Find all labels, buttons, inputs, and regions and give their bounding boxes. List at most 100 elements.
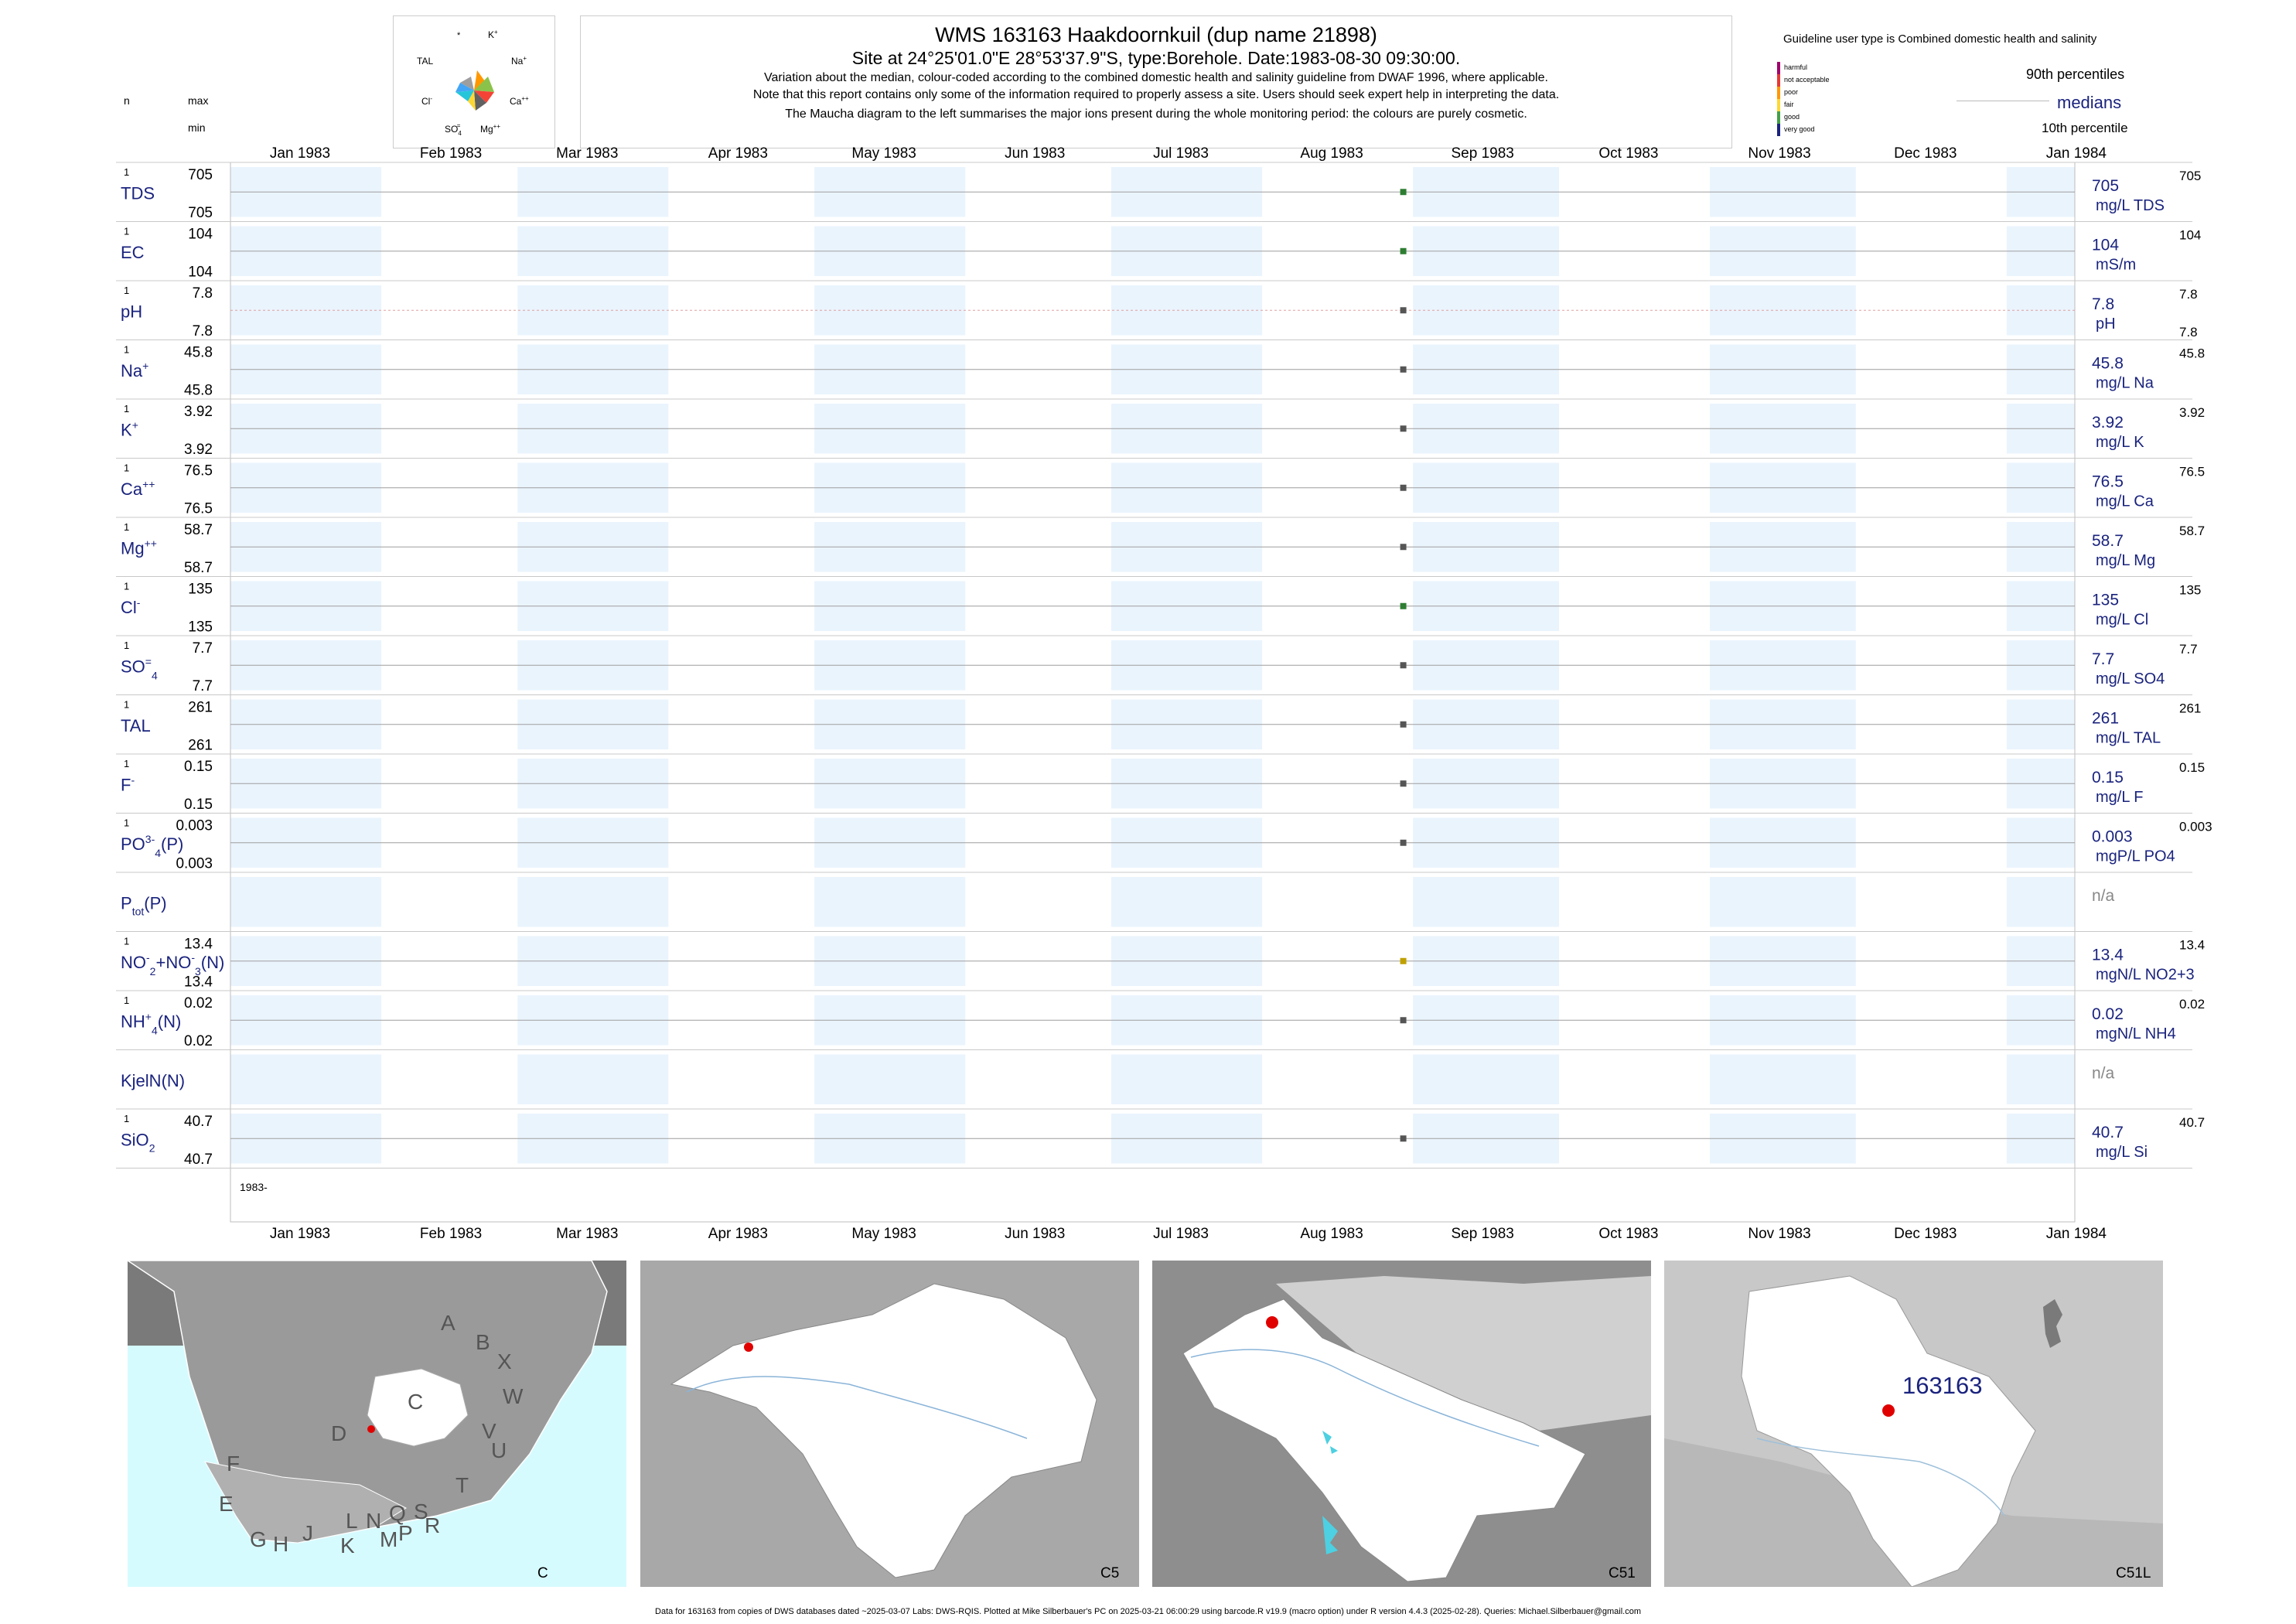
panel-mg-median-value: 58.7 — [2092, 532, 2124, 550]
panel-f-max: 0.15 — [184, 759, 213, 775]
panel-sio-unit: mg/L Si — [2096, 1144, 2148, 1161]
legend-medians: medians — [2057, 93, 2122, 112]
map-region-letter-k: K — [340, 1534, 355, 1557]
maucha-segment-mg — [474, 90, 486, 111]
month-label-top: Dec 1983 — [1894, 145, 1957, 162]
maucha-diagram-box: * K+ TAL Na+ Cl- Ca++ SO4= Mg++ — [393, 15, 555, 148]
panel-k-max: 3.92 — [184, 404, 213, 420]
panel-k-p90: 3.92 — [2179, 405, 2205, 420]
panel-kjelnn-label: KjelN(N) — [121, 1071, 185, 1090]
panel-so-min: 7.7 — [193, 678, 213, 694]
legend-label-harmful: harmful — [1784, 63, 1808, 71]
panel-ca-min: 76.5 — [184, 501, 213, 517]
column-header-min: min — [188, 121, 206, 134]
panel-ec-label: EC — [121, 243, 145, 262]
panel-f-n: 1 — [124, 758, 129, 769]
month-label-top: Jan 1983 — [270, 145, 330, 162]
map-c51: C51 — [1152, 1261, 1651, 1587]
maucha-segment-k — [474, 70, 485, 90]
panel-tds-n: 1 — [124, 166, 129, 178]
panel-tal-median-value: 261 — [2092, 710, 2119, 728]
note-maucha: The Maucha diagram to the left summarise… — [785, 107, 1527, 121]
water-quality-chart: Jan 1983 Jan 1983 Feb 1983 Feb 1983 Mar 1983… — [116, 145, 2212, 1242]
map-region-letter-w: W — [503, 1384, 524, 1408]
panel-po-median-value: 0.003 — [2092, 828, 2133, 846]
legend-label-poor: poor — [1784, 88, 1799, 96]
panel-cl-min: 135 — [188, 619, 213, 636]
panel-cl-n: 1 — [124, 581, 129, 592]
panel-po-min: 0.003 — [176, 856, 213, 872]
footer-credits: Data for 163163 from copies of DWS datab… — [655, 1607, 1641, 1616]
panel-tal-p90: 261 — [2179, 701, 2201, 716]
map-drainage-region-c — [367, 1368, 469, 1447]
map-site-marker — [744, 1343, 753, 1352]
panel-ph-min: 7.8 — [193, 323, 213, 339]
panel-sio-min: 40.7 — [184, 1151, 213, 1168]
legend-label-not-acceptable: not acceptable — [1784, 76, 1830, 84]
panel-f-median-value: 0.15 — [2092, 769, 2124, 786]
panel-k-label: K+ — [121, 418, 138, 439]
month-label-top: Apr 1983 — [708, 145, 768, 162]
panel-ec-n: 1 — [124, 226, 129, 237]
month-band — [1710, 285, 1856, 336]
month-band — [1413, 285, 1559, 336]
map-label-c5: C5 — [1100, 1565, 1119, 1581]
month-label-bottom: Feb 1983 — [420, 1226, 482, 1242]
panel-nh-unit: mgN/L NH4 — [2096, 1025, 2176, 1042]
month-band — [814, 877, 966, 927]
panel-nh-p90: 0.02 — [2179, 997, 2205, 1012]
legend-color-very-good — [1777, 124, 1780, 136]
map-site-marker — [1882, 1404, 1895, 1417]
panel-p-median-value: n/a — [2092, 887, 2115, 905]
panel-so-p90: 7.7 — [2179, 642, 2198, 657]
panel-k-unit: mg/L K — [2096, 434, 2144, 451]
legend-10th-percentile: 10th percentile — [2042, 121, 2128, 135]
month-label-top: Mar 1983 — [556, 145, 618, 162]
panel-f-sample-point — [1400, 780, 1407, 787]
month-band — [1413, 1054, 1559, 1104]
map-river — [686, 1376, 1028, 1439]
panel-no-sample-point — [1400, 957, 1407, 964]
month-label-top: Nov 1983 — [1748, 145, 1810, 162]
panel-mg-sample-point — [1400, 544, 1407, 551]
map-label-c: C — [537, 1565, 548, 1581]
panel-mg-label: Mg++ — [121, 537, 157, 558]
month-band — [517, 1054, 669, 1104]
month-label-top: May 1983 — [851, 145, 916, 162]
map-panel-c51: C51 — [1152, 1261, 1651, 1587]
year-label: 1983- — [240, 1181, 268, 1193]
map-region-letter-x: X — [497, 1349, 512, 1373]
map-region-letter-h: H — [273, 1532, 288, 1556]
legend-90th-percentiles: 90th percentiles — [2026, 67, 2125, 82]
map-label-c51l: C51L — [2116, 1565, 2151, 1581]
panel-ca-median-value: 76.5 — [2092, 473, 2124, 491]
panel-no-n: 1 — [124, 936, 129, 947]
panel-so-unit: mg/L SO4 — [2096, 670, 2165, 687]
panel-k-n: 1 — [124, 403, 129, 415]
panel-po-label: PO3-4(P) — [121, 833, 183, 859]
report-title: WMS 163163 Haakdoornkuil (dup name 21898… — [935, 23, 1377, 46]
maucha-label-ca: Ca++ — [510, 95, 529, 107]
panel-k-median-value: 3.92 — [2092, 414, 2124, 432]
map-neighbour-c52 — [1276, 1276, 1651, 1431]
panel-na-median-value: 45.8 — [2092, 355, 2124, 373]
month-label-bottom: Jun 1983 — [1005, 1226, 1065, 1242]
map-catchment-c5 — [670, 1283, 1097, 1578]
panel-sio-label: SiO2 — [121, 1130, 155, 1154]
panel-na-max: 45.8 — [184, 345, 213, 361]
site-line: Site at 24°25'01.0"E 28°53'37.9"S, type:… — [851, 48, 1461, 68]
panel-mg-n: 1 — [124, 521, 129, 533]
panel-ph-n: 1 — [124, 285, 129, 296]
panel-k-sample-point — [1400, 425, 1407, 432]
panel-tds-max: 705 — [188, 167, 213, 183]
panel-sio-median-value: 40.7 — [2092, 1124, 2124, 1141]
panel-cl-sample-point — [1400, 602, 1407, 609]
panel-sio-max: 40.7 — [184, 1114, 213, 1130]
legend-label-fair: fair — [1784, 101, 1794, 108]
map-region-letter-a: A — [441, 1311, 455, 1335]
month-band — [1111, 877, 1263, 927]
panel-na-p90: 45.8 — [2179, 346, 2205, 361]
map-river — [1190, 1349, 1540, 1447]
month-label-bottom: Oct 1983 — [1598, 1226, 1658, 1242]
month-label-bottom: Jan 1983 — [270, 1226, 330, 1242]
